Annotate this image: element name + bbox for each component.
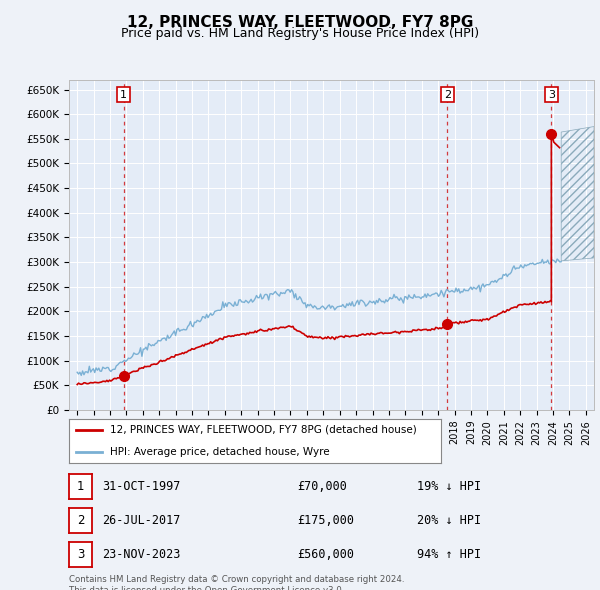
Text: 3: 3 <box>77 548 84 561</box>
Text: 1: 1 <box>120 90 127 100</box>
Text: 12, PRINCES WAY, FLEETWOOD, FY7 8PG: 12, PRINCES WAY, FLEETWOOD, FY7 8PG <box>127 15 473 30</box>
Text: 2: 2 <box>77 514 84 527</box>
Text: 23-NOV-2023: 23-NOV-2023 <box>102 548 181 561</box>
Text: Contains HM Land Registry data © Crown copyright and database right 2024.
This d: Contains HM Land Registry data © Crown c… <box>69 575 404 590</box>
Text: Price paid vs. HM Land Registry's House Price Index (HPI): Price paid vs. HM Land Registry's House … <box>121 27 479 40</box>
Text: £70,000: £70,000 <box>297 480 347 493</box>
Text: HPI: Average price, detached house, Wyre: HPI: Average price, detached house, Wyre <box>110 447 329 457</box>
Text: 20% ↓ HPI: 20% ↓ HPI <box>417 514 481 527</box>
Text: 26-JUL-2017: 26-JUL-2017 <box>102 514 181 527</box>
Text: 2: 2 <box>444 90 451 100</box>
Text: £175,000: £175,000 <box>297 514 354 527</box>
Text: 19% ↓ HPI: 19% ↓ HPI <box>417 480 481 493</box>
Text: 12, PRINCES WAY, FLEETWOOD, FY7 8PG (detached house): 12, PRINCES WAY, FLEETWOOD, FY7 8PG (det… <box>110 425 416 435</box>
Text: £560,000: £560,000 <box>297 548 354 561</box>
Text: 3: 3 <box>548 90 555 100</box>
Text: 1: 1 <box>77 480 84 493</box>
Text: 31-OCT-1997: 31-OCT-1997 <box>102 480 181 493</box>
Text: 94% ↑ HPI: 94% ↑ HPI <box>417 548 481 561</box>
